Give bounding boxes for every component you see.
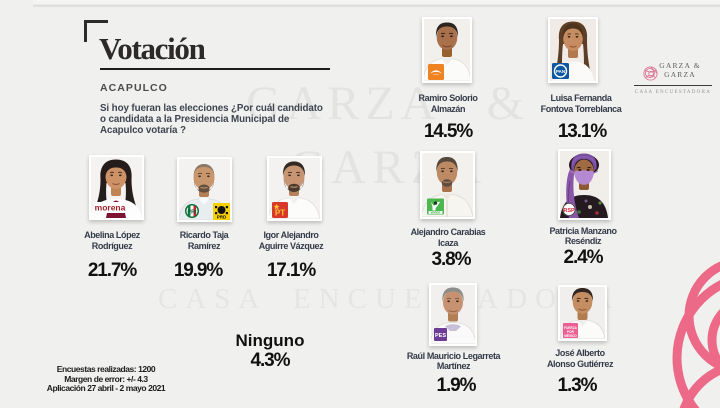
svg-text:MÉXICO: MÉXICO	[564, 333, 577, 338]
svg-text:RSP: RSP	[563, 208, 575, 214]
svg-text:PES: PES	[435, 333, 446, 339]
svg-text:PT: PT	[275, 209, 285, 218]
svg-text:morena: morena	[95, 203, 126, 213]
svg-text:PRI: PRI	[187, 210, 197, 216]
svg-text:PRD: PRD	[217, 215, 227, 220]
svg-text:POR: POR	[567, 330, 575, 334]
svg-text:PAN: PAN	[556, 69, 566, 74]
svg-text:VERDE: VERDE	[431, 211, 441, 215]
svg-text:FUERZA: FUERZA	[564, 326, 578, 330]
